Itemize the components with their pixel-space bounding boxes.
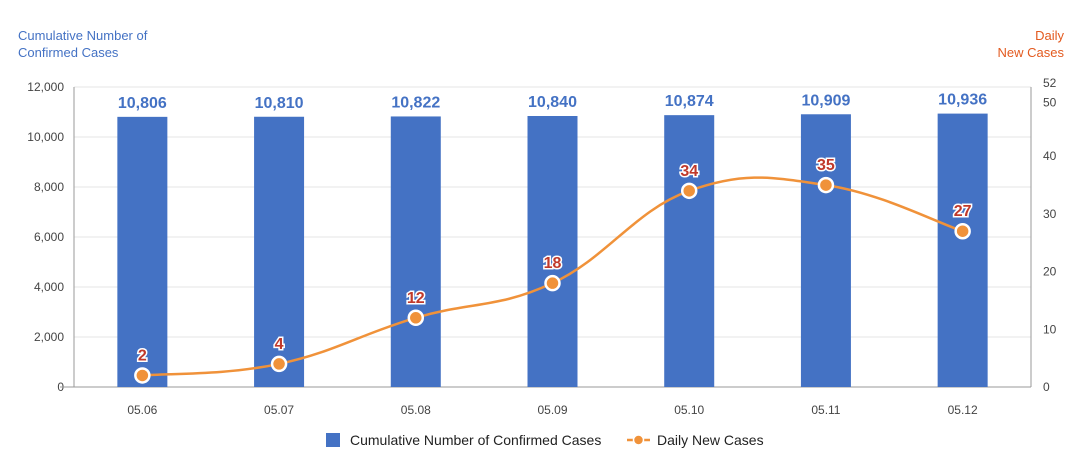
x-tick-label: 05.06 (127, 403, 157, 417)
legend-bar-label: Cumulative Number of Confirmed Cases (350, 432, 601, 448)
bar-value-label: 10,806 (118, 95, 167, 112)
x-tick-label: 05.11 (811, 403, 840, 417)
line-point (134, 367, 151, 384)
bar-value-label: 10,936 (938, 92, 987, 109)
line-point (954, 222, 971, 240)
line-value-label: 18 (544, 255, 562, 272)
x-tick-label: 05.08 (401, 403, 431, 417)
bar (937, 113, 988, 387)
bar-value-label: 10,909 (801, 92, 850, 109)
bar (664, 115, 715, 388)
bar (390, 116, 441, 387)
right-tick-label: 40 (1043, 149, 1057, 163)
bar-value-label: 10,840 (528, 94, 577, 111)
legend-line-label: Daily New Cases (657, 432, 764, 448)
bar (527, 116, 578, 387)
x-tick-label: 05.07 (264, 403, 294, 417)
bar (254, 116, 305, 387)
x-tick-label: 05.09 (537, 403, 567, 417)
left-tick-label: 2,000 (34, 330, 64, 344)
left-tick-label: 8,000 (34, 180, 64, 194)
line-point (270, 355, 288, 373)
right-tick-label: 10 (1043, 322, 1057, 336)
right-tick-label: 0 (1043, 380, 1050, 394)
left-axis-title-line: Cumulative Number of (18, 28, 148, 43)
line-value-label: 4 (275, 336, 284, 353)
right-tick-label: 20 (1043, 265, 1057, 279)
bar (800, 114, 851, 388)
legend-bar-swatch (326, 433, 340, 447)
x-tick-label: 05.10 (674, 403, 704, 417)
bar (117, 116, 168, 387)
right-tick-label: 50 (1043, 96, 1057, 110)
line-value-label: 2 (138, 347, 147, 364)
left-axis-title-line: Confirmed Cases (18, 45, 119, 60)
right-axis-title-line: New Cases (998, 45, 1065, 60)
right-axis-title-line: Daily (1035, 28, 1064, 43)
left-tick-label: 6,000 (34, 230, 64, 244)
line-value-label: 12 (407, 290, 425, 307)
left-tick-label: 12,000 (27, 80, 64, 94)
legend-line-marker (632, 434, 645, 446)
left-tick-label: 10,000 (27, 130, 64, 144)
left-tick-label: 4,000 (34, 280, 64, 294)
line-value-label: 35 (817, 157, 835, 174)
line-point (544, 274, 561, 292)
bar-value-label: 10,822 (391, 94, 440, 111)
line-point (680, 182, 698, 200)
line-point (817, 176, 835, 194)
bar-value-label: 10,810 (255, 95, 304, 112)
bar-value-label: 10,874 (665, 93, 714, 110)
x-tick-label: 05.12 (948, 403, 978, 417)
line-value-label: 27 (954, 203, 972, 220)
line-point (407, 309, 425, 327)
line-value-label: 34 (680, 163, 698, 180)
right-tick-label: 52 (1043, 76, 1057, 90)
right-tick-label: 30 (1043, 207, 1057, 221)
